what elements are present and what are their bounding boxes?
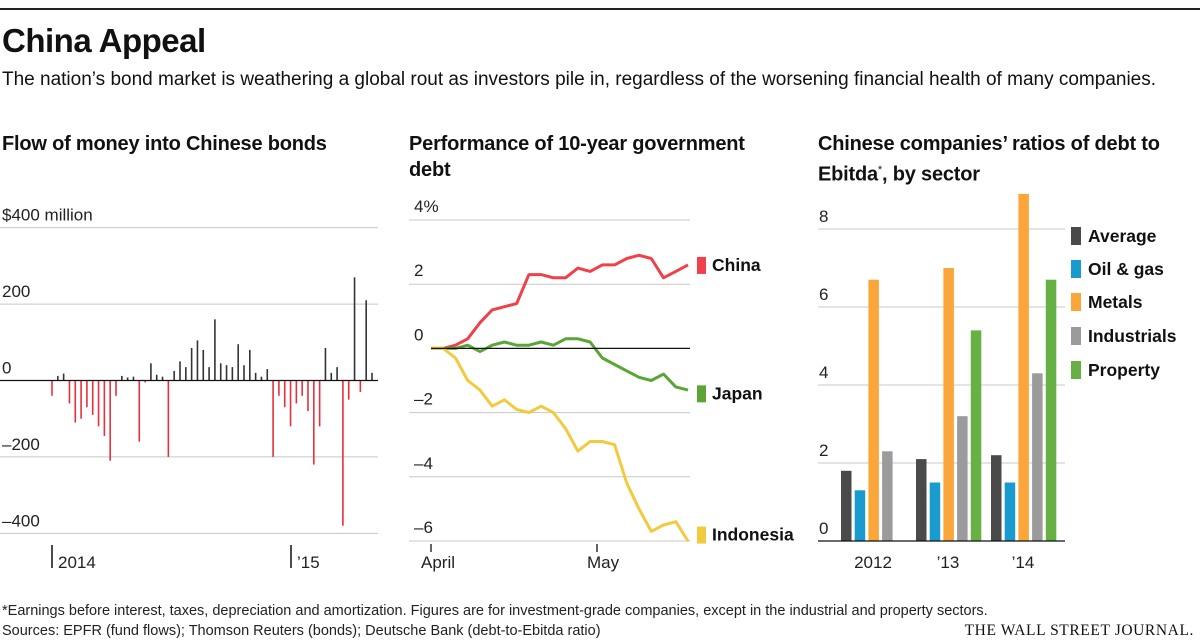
ratio-ytick-label: 6: [819, 285, 828, 304]
chart2-title: Performance of 10-year government debt: [409, 133, 745, 181]
flow-ytick-label: –200: [2, 435, 40, 454]
perf-ytick-label: 2: [414, 261, 423, 280]
perf-legend-label: Japan: [712, 383, 763, 403]
ratio-bar-oil-gas: [1004, 482, 1016, 541]
ratio-bar-metals: [943, 268, 954, 541]
subtitle: The nation’s bond market is weathering a…: [2, 69, 1157, 90]
chart3-title-main: Chinese companies’ ratios of debt to Ebi…: [818, 133, 1160, 186]
perf-xtick-label: April: [421, 553, 455, 572]
ratio-bar-industrials: [957, 416, 968, 541]
perf-legend-swatch: [697, 256, 706, 274]
ratio-xtick-label: ’14: [1012, 553, 1035, 572]
ratio-legend-swatch: [1071, 227, 1081, 245]
ratio-bar-property: [1045, 279, 1057, 541]
ratio-bar-oil-gas: [929, 482, 941, 541]
chart1-title: Flow of money into Chinese bonds: [2, 133, 327, 155]
perf-line-indonesia: [431, 346, 690, 542]
ratio-legend-swatch: [1071, 260, 1081, 278]
ratio-bar-oil-gas: [854, 490, 866, 541]
chart3-title: Chinese companies’ ratios of debt to Ebi…: [818, 131, 1198, 188]
flow-ytick-label: –400: [2, 511, 40, 530]
perf-xtick-label: May: [587, 553, 620, 572]
ratio-ytick-label: 4: [819, 363, 828, 382]
ratio-legend-label: Metals: [1088, 292, 1143, 312]
perf-ytick-label: 4%: [414, 197, 439, 216]
ratio-ytick-label: 2: [819, 441, 828, 460]
ratio-bar-average: [916, 459, 927, 541]
chart3-title-marker: *: [877, 164, 883, 176]
ratio-bar-average: [841, 470, 852, 541]
perf-legend-label: China: [712, 255, 761, 275]
flow-ytick-label: $400 million: [2, 206, 93, 225]
ratio-legend-label: Average: [1088, 226, 1157, 246]
publisher-logo: THE WALL STREET JOURNAL.: [964, 622, 1194, 639]
perf-legend-swatch: [697, 385, 706, 403]
perf-line-china: [431, 253, 689, 350]
ratio-bar-industrials: [1032, 373, 1043, 541]
ratio-bar-metals: [1018, 193, 1029, 541]
perf-legend-swatch: [697, 526, 706, 544]
ratio-bar-property: [970, 330, 982, 541]
perf-ytick-label: –2: [414, 390, 433, 409]
flow-xtick-label: 2014: [58, 553, 96, 572]
ratio-legend-swatch: [1071, 361, 1081, 379]
ratio-legend-swatch: [1071, 327, 1081, 345]
perf-ytick-label: –6: [414, 518, 433, 537]
perf-legend-label: Indonesia: [712, 525, 794, 545]
ratio-bar-industrials: [882, 451, 893, 541]
ratio-xtick-label: ’13: [937, 553, 960, 572]
perf-ytick-label: 0: [414, 325, 423, 344]
ratio-ytick-label: 8: [819, 207, 828, 226]
ratio-bar-metals: [868, 279, 879, 541]
ratio-legend-label: Property: [1088, 360, 1160, 380]
page-title: China Appeal: [2, 22, 206, 59]
ratio-legend-swatch: [1071, 293, 1081, 311]
flow-ytick-label: 200: [2, 282, 30, 301]
ratio-ytick-label: 0: [819, 519, 828, 538]
flow-ytick-label: 0: [2, 359, 11, 378]
perf-ytick-label: –4: [414, 454, 433, 473]
ratio-legend-label: Industrials: [1088, 326, 1177, 346]
chart3-title-suffix: , by sector: [882, 163, 980, 186]
footnote: *Earnings before interest, taxes, deprec…: [2, 603, 988, 619]
sources: Sources: EPFR (fund flows); Thomson Reut…: [2, 623, 601, 639]
top-rule: [0, 8, 1200, 10]
ratio-xtick-label: 2012: [854, 553, 892, 572]
ratio-bar-average: [991, 455, 1002, 541]
ratio-legend-label: Oil & gas: [1088, 259, 1164, 279]
flow-xtick-label: ’15: [297, 553, 320, 572]
